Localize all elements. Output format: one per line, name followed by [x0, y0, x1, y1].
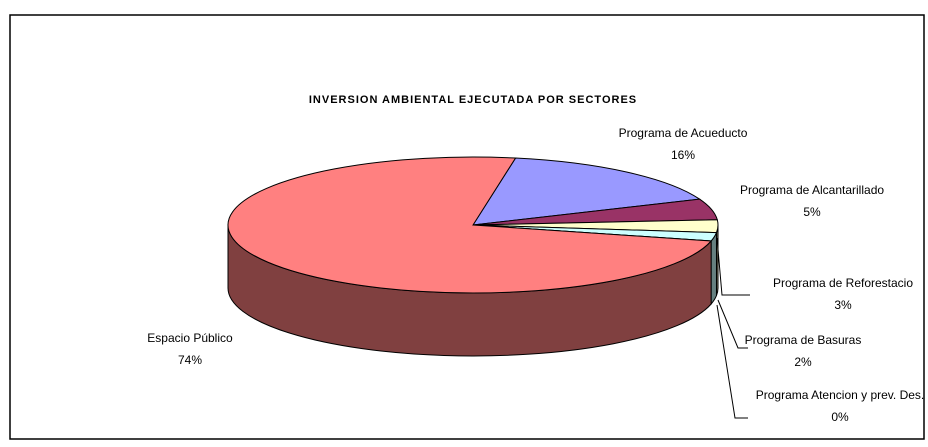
slice-name: Programa Atencion y prev. Des.: [755, 388, 925, 402]
slice-label: Programa de Acueducto 16%: [608, 122, 758, 166]
leader-line: [717, 299, 748, 349]
slice-value: 5%: [803, 205, 821, 219]
slice-value: 2%: [794, 355, 812, 369]
slice-value: 0%: [831, 410, 849, 424]
slice-name: Programa de Alcantarillado: [739, 183, 885, 197]
slice-label: Programa de Alcantarillado 5%: [712, 179, 912, 223]
slice-value: 3%: [834, 298, 852, 312]
slice-value: 16%: [670, 148, 696, 162]
slice-name: Programa de Acueducto: [618, 126, 748, 140]
slice: [472, 157, 701, 226]
chart-title: INVERSION AMBIENTAL EJECUTADA POR SECTOR…: [309, 94, 637, 106]
slice-name: Programa de Reforestacio: [772, 276, 914, 290]
pie: [227, 156, 719, 357]
slice-label: Espacio Público 74%: [115, 327, 265, 371]
slice-value: 74%: [177, 353, 203, 367]
slice-label: Programa Atencion y prev. Des. 0%: [755, 384, 925, 428]
slice-name: Programa de Basuras: [744, 333, 862, 347]
slice-side: [710, 232, 717, 306]
slice-name: Espacio Público: [147, 331, 233, 345]
slice-label: Programa de Basuras 2%: [728, 329, 878, 373]
slice: [227, 156, 713, 294]
leader-line: [716, 237, 750, 296]
leader-line: [716, 304, 748, 419]
slice-label: Programa de Reforestacio 3%: [756, 272, 928, 316]
